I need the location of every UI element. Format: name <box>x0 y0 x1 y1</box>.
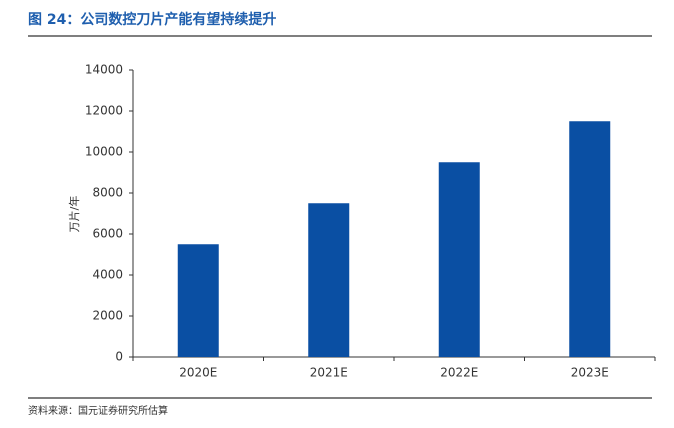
y-axis-label: 万片/年 <box>67 196 81 233</box>
x-tick-label: 2022E <box>440 366 478 380</box>
x-tick-label: 2020E <box>179 366 217 380</box>
bar <box>308 203 350 357</box>
y-tick-label: 4000 <box>92 268 123 282</box>
source-note: 资料来源：国元证券研究所估算 <box>28 404 168 417</box>
bar <box>438 162 480 357</box>
x-tick-label: 2023E <box>571 366 609 380</box>
y-tick-label: 2000 <box>92 309 123 323</box>
y-tick-label: 12000 <box>85 104 123 118</box>
y-tick-label: 14000 <box>85 63 123 77</box>
x-tick-label: 2021E <box>310 366 348 380</box>
y-tick-label: 10000 <box>85 145 123 159</box>
y-tick-label: 8000 <box>92 186 123 200</box>
y-tick-label: 6000 <box>92 227 123 241</box>
y-tick-label: 0 <box>115 350 123 364</box>
chart-title: 图 24：公司数控刀片产能有望持续提升 <box>28 11 276 28</box>
bar <box>177 244 219 357</box>
bar <box>569 121 611 357</box>
